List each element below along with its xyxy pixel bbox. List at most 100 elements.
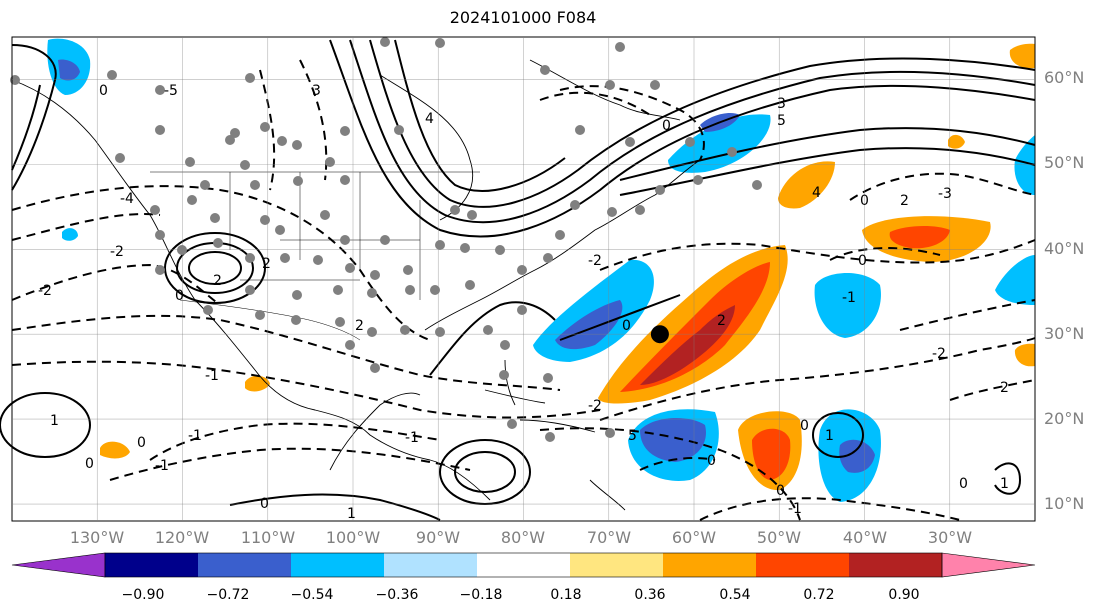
gridlines (12, 37, 1035, 521)
contour-label: -1 (405, 430, 419, 446)
contour-label: 0 (662, 118, 671, 134)
contour-label: -4 (120, 191, 134, 207)
lon-label: 40°W (842, 528, 888, 547)
contour-label: 1 (825, 428, 834, 444)
contour-label: 1 (50, 413, 59, 429)
shade-bluemid-west (555, 300, 623, 350)
contour-label: 1 (1000, 476, 1009, 492)
shade-orange-small-n (948, 134, 965, 149)
contour-label: -2 (588, 398, 602, 414)
contour-label: 0 (99, 83, 108, 99)
colorbar-swatch (477, 553, 570, 577)
shade-blue-small (62, 228, 78, 241)
colorbar-tick: 0.90 (888, 587, 920, 603)
contour-label: 1 (347, 506, 356, 522)
shade-blue-far-east (995, 255, 1035, 305)
contour-label: 0 (860, 193, 869, 209)
colorbar-tick: −0.90 (121, 587, 165, 603)
shade-red-band (620, 262, 770, 392)
lon-label: 130°W (69, 528, 125, 547)
contour-label: -2 (588, 253, 602, 269)
contour-label: 2 (262, 256, 271, 272)
lat-label: 60°N (1044, 68, 1085, 87)
shade-orange-sw (100, 441, 130, 459)
contour-label: 3 (312, 83, 321, 99)
contour-label: 5 (777, 113, 786, 129)
contour-label: 0 (137, 435, 146, 451)
colorbar-swatch (384, 553, 477, 577)
shade-orange-small-e (1014, 343, 1035, 367)
lon-label: 60°W (671, 528, 717, 547)
contour-label: 4 (425, 111, 434, 127)
contour-label: 0 (800, 418, 809, 434)
contour-label: 0 (959, 476, 968, 492)
shade-darkred-band (640, 305, 735, 385)
contour-label: 0 (858, 253, 867, 269)
lon-label: 110°W (240, 528, 296, 547)
shade-bluemid-east (839, 439, 875, 473)
colorbar-swatch (198, 553, 291, 577)
colorbar-extend-high (941, 552, 1036, 578)
shade-orange-ne2 (778, 161, 835, 209)
contour-label: -3 (938, 186, 952, 202)
contour-label: -2 (932, 346, 946, 362)
shade-orange-mex (245, 375, 270, 392)
marked-point-marker (650, 325, 669, 344)
lat-label: 10°N (1044, 494, 1085, 513)
lat-label: 50°N (1044, 153, 1085, 172)
contour-label: 0 (776, 483, 785, 499)
colorbar-tick: 0.36 (634, 587, 666, 603)
lat-label: 40°N (1044, 239, 1085, 258)
contour-label: -1 (842, 290, 856, 306)
colorbar-tick: 0.18 (550, 587, 582, 603)
colorbar-tick: −0.54 (290, 587, 334, 603)
contour-label: 2 (717, 313, 726, 329)
solid-contours (0, 39, 1036, 521)
lon-label: 100°W (325, 528, 381, 547)
map-title: 2024101000 F084 (449, 8, 597, 27)
lon-label: 30°W (927, 528, 973, 547)
shade-bluemid-south (640, 418, 706, 462)
colorbar-swatch (849, 553, 942, 577)
shade-blue-ne-edge (1014, 135, 1035, 195)
contour-label: 2 (1000, 380, 1009, 396)
colorbar-swatch (291, 553, 384, 577)
colorbar (11, 552, 1036, 578)
contour-label: -2 (110, 244, 124, 260)
contour-label: -2 (38, 283, 52, 299)
contour-labels: 1 2 2 -2 -2 -4 -5 3 4 0 0 5 3 4 2 -3 0 0… (38, 83, 1009, 522)
colorbar-tick: −0.36 (375, 587, 419, 603)
contour-label: -5 (164, 83, 178, 99)
shade-red-ne (889, 226, 950, 249)
shade-orange-far-ne (1009, 43, 1035, 69)
contour-label: 0 (85, 456, 94, 472)
shade-red-se (752, 428, 791, 480)
lon-label: 70°W (586, 528, 632, 547)
lat-label: 20°N (1044, 409, 1085, 428)
contour-label: 2 (355, 318, 364, 334)
colorbar-extend-low (11, 552, 106, 578)
lon-label: 120°W (154, 528, 210, 547)
colorbar-swatch (105, 553, 198, 577)
colorbar-tick: 0.72 (803, 587, 835, 603)
contour-label: 2 (213, 273, 222, 289)
contour-label: -1 (188, 428, 202, 444)
colorbar-swatch (756, 553, 849, 577)
contour-label: 3 (777, 96, 786, 112)
colorbar-swatch (570, 553, 663, 577)
colorbar-swatch (663, 553, 756, 577)
contour-label: 2 (900, 193, 909, 209)
contour-label: 0 (622, 318, 631, 334)
shade-bluemid-nw (58, 59, 80, 81)
contour-label: -1 (788, 501, 802, 517)
shade-blue-north (668, 114, 771, 173)
contour-label: 0 (260, 496, 269, 512)
contour-label: -1 (155, 458, 169, 474)
contour-label: 0 (707, 453, 716, 469)
station-dots (10, 37, 762, 442)
lon-label: 50°W (756, 528, 802, 547)
lat-label: 30°N (1044, 324, 1085, 343)
contour-label: -1 (205, 368, 219, 384)
contour-label: 5 (628, 428, 637, 444)
